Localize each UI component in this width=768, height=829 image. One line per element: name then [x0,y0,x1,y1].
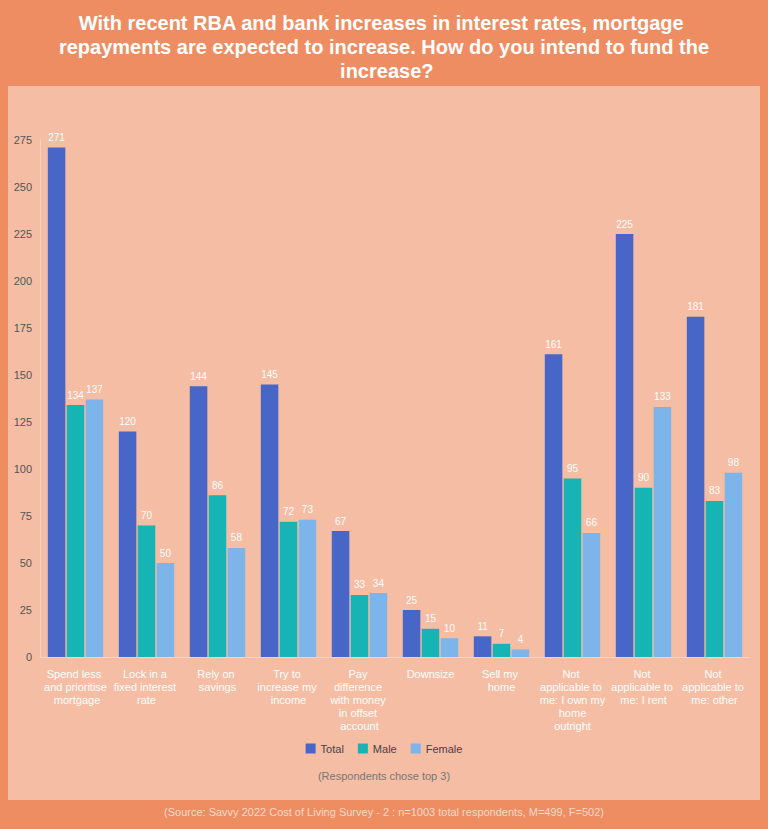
svg-text:50: 50 [160,548,172,559]
svg-text:with money: with money [329,694,389,706]
svg-text:15: 15 [425,613,437,624]
svg-text:mortgage: mortgage [51,694,101,706]
svg-text:me: I rent: me: I rent [620,694,666,706]
svg-text:250: 250 [14,181,32,193]
svg-text:With recent RBA and bank incre: With recent RBA and bank increases in in… [79,12,689,34]
svg-text:savings: savings [199,681,237,693]
svg-text:133: 133 [654,391,671,402]
svg-text:225: 225 [616,219,633,230]
svg-text:10: 10 [444,623,456,634]
svg-text:home: home [556,707,590,719]
svg-text:73: 73 [302,504,314,515]
svg-text:11: 11 [477,621,488,632]
svg-text:Spend less: Spend less [47,668,104,680]
svg-text:120: 120 [119,416,136,427]
svg-text:Pay: Pay [348,668,370,680]
svg-text:(Respondents chose top 3): (Respondents chose top 3) [318,770,450,782]
svg-text:Downsize: Downsize [407,668,455,680]
svg-text:225: 225 [14,228,32,240]
svg-text:150: 150 [14,369,32,381]
svg-text:me: other: me: other [691,694,738,706]
svg-text:137: 137 [86,384,103,395]
svg-text:200: 200 [14,275,32,287]
svg-text:Sell my: Sell my [482,668,521,680]
svg-text:Not: Not [704,668,724,680]
svg-text:67: 67 [335,516,347,527]
svg-text:161: 161 [545,339,562,350]
svg-text:83: 83 [709,485,721,496]
svg-text:difference: difference [334,681,385,693]
svg-text:account: account [340,720,379,732]
svg-text:90: 90 [638,472,650,483]
svg-text:Rely on: Rely on [197,668,237,680]
svg-text:me: I own my: me: I own my [540,694,606,706]
svg-text:181: 181 [687,301,704,312]
svg-text:125: 125 [14,416,32,428]
svg-text:95: 95 [567,463,579,474]
svg-text:98: 98 [728,457,740,468]
svg-text:275: 275 [14,134,32,146]
svg-text:Total: Total [321,743,344,755]
svg-text:outright: outright [554,720,591,732]
svg-text:fixed interest: fixed interest [114,681,179,693]
svg-text:25: 25 [406,595,418,606]
svg-text:increase?: increase? [335,60,434,82]
svg-text:Lock in a: Lock in a [123,668,170,680]
svg-text:34: 34 [373,578,385,589]
svg-text:(Source: Savvy 2022 Cost of Li: (Source: Savvy 2022 Cost of Living Surve… [164,806,604,818]
svg-text:Not: Not [633,668,653,680]
svg-text:100: 100 [14,463,32,475]
svg-text:50: 50 [20,557,32,569]
svg-text:0: 0 [26,651,32,663]
svg-text:rate: rate [137,694,156,706]
svg-text:increase my: increase my [257,681,319,693]
svg-text:33: 33 [354,579,366,590]
svg-text:income: income [271,694,306,706]
svg-text:Not: Not [562,668,582,680]
svg-text:Male: Male [373,743,397,755]
svg-text:70: 70 [141,510,153,521]
svg-text:repayments are expected to inc: repayments are expected to increase. How… [59,36,709,58]
svg-text:58: 58 [231,532,243,543]
svg-text:and prioritise: and prioritise [44,681,107,693]
svg-text:66: 66 [586,517,598,528]
svg-text:134: 134 [67,390,84,401]
svg-text:applicable to: applicable to [540,681,605,693]
svg-text:Female: Female [426,743,463,755]
svg-text:home: home [488,681,516,693]
svg-text:72: 72 [283,506,295,517]
svg-text:175: 175 [14,322,32,334]
svg-text:75: 75 [20,510,32,522]
svg-text:7: 7 [499,628,505,639]
svg-text:86: 86 [212,480,224,491]
svg-text:applicable to: applicable to [682,681,747,693]
svg-text:145: 145 [261,369,278,380]
svg-text:271: 271 [48,132,65,143]
svg-text:Try to: Try to [273,668,304,680]
svg-text:applicable to: applicable to [611,681,676,693]
svg-text:25: 25 [20,604,32,616]
svg-text:144: 144 [190,371,207,382]
svg-text:in offset: in offset [339,707,380,719]
svg-text:4: 4 [518,634,524,645]
